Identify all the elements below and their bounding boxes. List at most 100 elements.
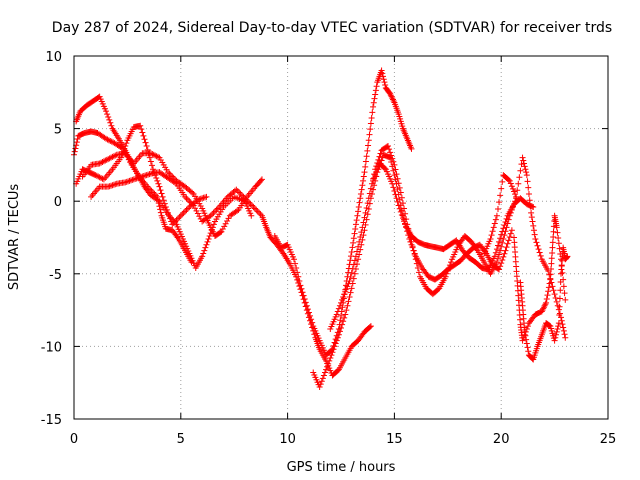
data-point [192, 205, 199, 212]
data-point [326, 357, 333, 364]
data-point [203, 193, 210, 200]
data-point [352, 221, 359, 228]
plot-frame [73, 55, 609, 420]
data-point [562, 296, 569, 303]
data-point [102, 157, 109, 164]
data-point [110, 153, 117, 160]
data-point [150, 151, 157, 158]
data-point [342, 288, 349, 295]
data-point [508, 183, 515, 190]
data-point [233, 186, 240, 193]
data-point [445, 264, 452, 271]
data-point [410, 247, 417, 254]
data-point [507, 180, 514, 187]
data-point [547, 276, 554, 283]
data-point [112, 152, 119, 159]
data-point [92, 172, 99, 179]
data-point [148, 188, 155, 195]
data-point [444, 267, 451, 274]
data-point [346, 294, 353, 301]
data-point [509, 185, 516, 192]
data-point [350, 235, 357, 242]
data-point [556, 245, 563, 252]
data-point [399, 200, 406, 207]
data-point [494, 205, 501, 212]
data-point [93, 172, 100, 179]
data-point [560, 327, 567, 334]
data-point [412, 256, 419, 263]
data-point [371, 95, 378, 102]
data-point [381, 79, 388, 86]
data-point [143, 143, 150, 150]
data-point [157, 206, 164, 213]
data-point [550, 234, 557, 241]
data-point [196, 213, 203, 220]
data-point [201, 247, 208, 254]
data-point [349, 265, 356, 272]
data-point [552, 334, 559, 341]
data-point [367, 120, 374, 127]
data-point [104, 136, 111, 143]
data-point [379, 70, 386, 77]
data-point [166, 170, 173, 177]
data-point [243, 196, 250, 203]
data-point [549, 283, 556, 290]
data-point [349, 244, 356, 251]
data-point [154, 193, 161, 200]
data-point [334, 308, 341, 315]
data-point [506, 177, 513, 184]
data-point [493, 246, 500, 253]
data-point [546, 280, 553, 287]
data-point [291, 256, 298, 263]
data-point [390, 184, 397, 191]
data-point [493, 212, 500, 219]
data-point [499, 257, 506, 264]
data-point [498, 231, 505, 238]
data-point [537, 252, 544, 259]
data-point [369, 109, 376, 116]
data-point [553, 224, 560, 231]
data-point [397, 208, 404, 215]
data-point [534, 242, 541, 249]
data-point [528, 209, 535, 216]
data-point [366, 131, 373, 138]
data-point [557, 250, 564, 257]
data-point [393, 171, 400, 178]
data-point [553, 328, 560, 335]
axis-ticks: 0 5 10 15 20 25 10 5 0 -5 -10 -15 [41, 50, 617, 447]
data-point [525, 348, 532, 355]
data-point [389, 95, 396, 102]
data-point [104, 111, 111, 118]
data-point [160, 197, 167, 204]
data-point [499, 239, 506, 246]
data-point [99, 158, 106, 165]
data-point [372, 87, 379, 94]
data-point [554, 229, 561, 236]
data-point [415, 269, 422, 276]
data-point [525, 184, 532, 191]
data-point [555, 240, 562, 247]
data-point [343, 286, 350, 293]
data-point [558, 256, 565, 263]
y-tick-label: 0 [54, 195, 62, 210]
data-point [516, 174, 523, 181]
data-point [374, 166, 381, 173]
data-point [523, 169, 530, 176]
data-point [545, 288, 552, 295]
data-point [396, 184, 403, 191]
data-point [147, 186, 154, 193]
data-point [520, 157, 527, 164]
data-point [166, 212, 173, 219]
data-point [240, 193, 247, 200]
data-point [152, 152, 159, 159]
data-point [363, 153, 370, 160]
data-point [389, 96, 396, 103]
data-point [328, 352, 335, 359]
data-point [236, 189, 243, 196]
data-point [106, 155, 113, 162]
data-point [167, 215, 174, 222]
data-point [108, 138, 115, 145]
data-point [152, 192, 159, 199]
data-point [354, 248, 361, 255]
data-point [343, 307, 350, 314]
